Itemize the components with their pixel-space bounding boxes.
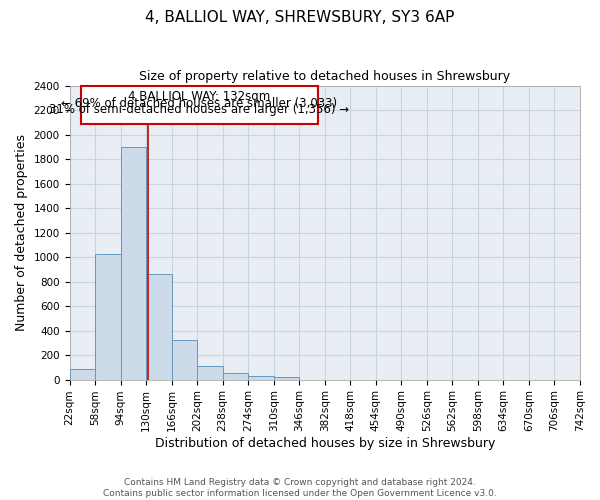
- Bar: [197, 366, 223, 380]
- Bar: [172, 340, 197, 380]
- Bar: [121, 147, 146, 380]
- Text: 4, BALLIOL WAY, SHREWSBURY, SY3 6AP: 4, BALLIOL WAY, SHREWSBURY, SY3 6AP: [145, 10, 455, 25]
- Bar: [223, 374, 248, 380]
- Bar: [146, 274, 172, 380]
- Title: Size of property relative to detached houses in Shrewsbury: Size of property relative to detached ho…: [139, 70, 511, 83]
- Bar: [70, 369, 95, 380]
- FancyBboxPatch shape: [81, 86, 317, 124]
- X-axis label: Distribution of detached houses by size in Shrewsbury: Distribution of detached houses by size …: [155, 437, 495, 450]
- Text: Contains HM Land Registry data © Crown copyright and database right 2024.
Contai: Contains HM Land Registry data © Crown c…: [103, 478, 497, 498]
- Bar: [248, 376, 274, 380]
- Bar: [274, 376, 299, 380]
- Text: ← 69% of detached houses are smaller (3,033): ← 69% of detached houses are smaller (3,…: [61, 96, 337, 110]
- Text: 31% of semi-detached houses are larger (1,356) →: 31% of semi-detached houses are larger (…: [49, 104, 349, 117]
- Y-axis label: Number of detached properties: Number of detached properties: [15, 134, 28, 331]
- Bar: [95, 254, 121, 380]
- Text: 4 BALLIOL WAY: 132sqm: 4 BALLIOL WAY: 132sqm: [128, 90, 271, 104]
